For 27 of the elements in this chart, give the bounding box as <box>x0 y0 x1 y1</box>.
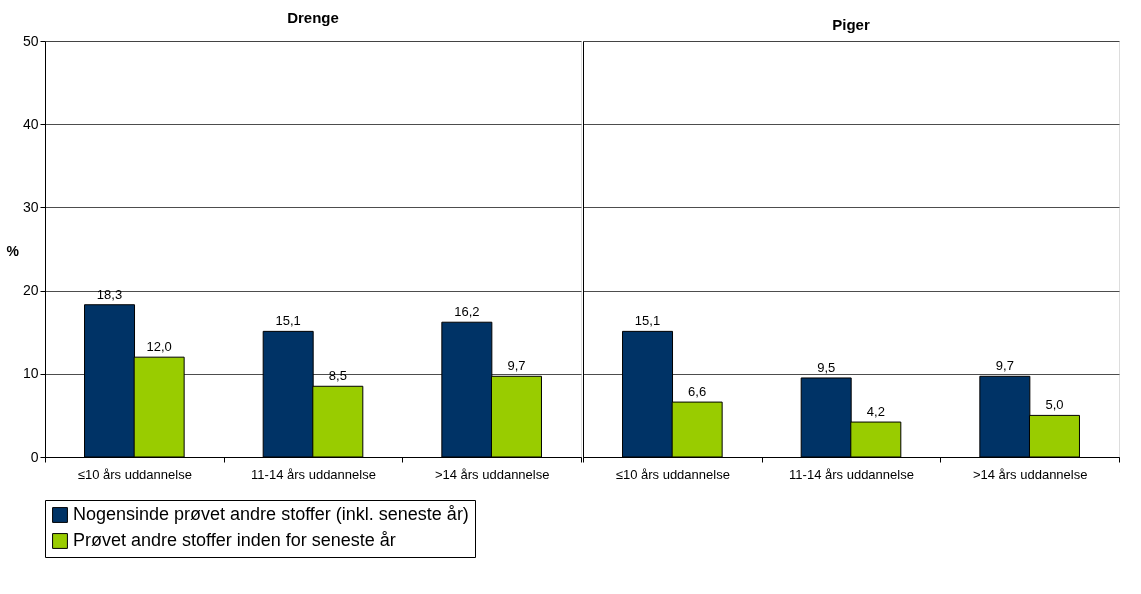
y-tick-label: 0 <box>30 448 39 465</box>
data-label: 15,1 <box>275 313 301 329</box>
x-tick-label: >14 års uddannelse <box>434 466 550 482</box>
x-tick-label: >14 års uddannelse <box>972 466 1088 482</box>
chart-title: Piger <box>832 16 870 33</box>
y-axis-title: % <box>6 242 20 259</box>
data-label: 6,6 <box>688 384 707 400</box>
legend-label: Nogensinde prøvet andre stoffer (inkl. seneste år) <box>73 504 469 524</box>
data-label: 4,2 <box>866 404 885 420</box>
legend-label: Prøvet andre stoffer inden for seneste år <box>73 530 396 550</box>
data-label: 9,7 <box>507 358 526 374</box>
data-label: 12,0 <box>146 339 172 355</box>
chart-title: Drenge <box>287 9 339 26</box>
data-label: 15,1 <box>634 313 661 329</box>
y-tick-label: 30 <box>22 198 39 215</box>
x-tick-label: 11-14 års uddannelse <box>789 466 914 482</box>
data-label: 16,2 <box>454 304 480 320</box>
y-tick-label: 20 <box>22 282 39 299</box>
data-label: 5,0 <box>1045 397 1064 413</box>
data-label: 9,7 <box>995 358 1014 374</box>
y-tick-label: 40 <box>22 115 39 132</box>
y-tick-label: 10 <box>22 365 39 382</box>
x-tick-label: ≤10 års uddannelse <box>615 466 730 482</box>
y-tick-label: 50 <box>22 32 39 49</box>
x-tick-label: 11-14 års uddannelse <box>251 466 376 482</box>
data-label: 9,5 <box>817 359 836 375</box>
x-tick-label: ≤10 års uddannelse <box>77 466 192 482</box>
